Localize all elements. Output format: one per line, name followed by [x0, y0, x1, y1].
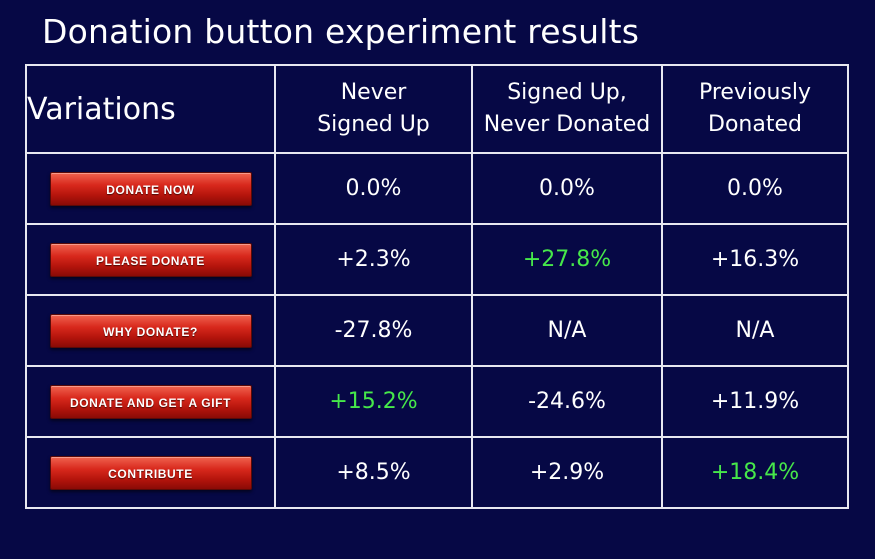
value-cell-highlighted: +15.2%	[274, 365, 473, 438]
value-cell: -24.6%	[471, 365, 663, 438]
variation-cell: PLEASE DONATE	[25, 223, 276, 296]
column-header-signed-up-never-donated: Signed Up, Never Donated	[471, 64, 663, 154]
column-header-line: Signed Up,	[507, 80, 627, 105]
donate-and-get-a-gift-button[interactable]: DONATE AND GET A GIFT	[49, 384, 252, 419]
please-donate-button[interactable]: PLEASE DONATE	[49, 242, 252, 277]
value-cell: +8.5%	[274, 436, 473, 509]
table-row-donate-now: DONATE NOW 0.0% 0.0% 0.0%	[25, 152, 849, 225]
column-header-line: Never Donated	[483, 112, 651, 137]
value-cell: 0.0%	[471, 152, 663, 225]
column-header-previously-donated: Previously Donated	[661, 64, 849, 154]
value-cell: 0.0%	[274, 152, 473, 225]
value-cell: -27.8%	[274, 294, 473, 367]
table-row-please-donate: PLEASE DONATE +2.3% +27.8% +16.3%	[25, 223, 849, 296]
value-cell-highlighted: +27.8%	[471, 223, 663, 296]
variation-cell: DONATE NOW	[25, 152, 276, 225]
value-cell-highlighted: +18.4%	[661, 436, 849, 509]
results-table: Variations Never Signed Up Signed Up, Ne…	[25, 64, 849, 509]
table-row-contribute: CONTRIBUTE +8.5% +2.9% +18.4%	[25, 436, 849, 509]
table-row-why-donate: WHY DONATE? -27.8% N/A N/A	[25, 294, 849, 367]
variation-cell: DONATE AND GET A GIFT	[25, 365, 276, 438]
variation-cell: CONTRIBUTE	[25, 436, 276, 509]
value-cell: +2.3%	[274, 223, 473, 296]
column-header-never-signed-up: Never Signed Up	[274, 64, 473, 154]
value-cell: +2.9%	[471, 436, 663, 509]
column-header-line: Signed Up	[317, 112, 430, 137]
column-header-line: Never	[340, 80, 407, 105]
header-row: Variations Never Signed Up Signed Up, Ne…	[25, 64, 849, 154]
value-cell: N/A	[661, 294, 849, 367]
column-header-line: Donated	[708, 112, 802, 137]
slide-title: Donation button experiment results	[42, 12, 640, 51]
table-row-donate-and-get-a-gift: DONATE AND GET A GIFT +15.2% -24.6% +11.…	[25, 365, 849, 438]
value-cell: +11.9%	[661, 365, 849, 438]
value-cell: +16.3%	[661, 223, 849, 296]
variation-cell: WHY DONATE?	[25, 294, 276, 367]
value-cell: 0.0%	[661, 152, 849, 225]
value-cell: N/A	[471, 294, 663, 367]
column-header-line: Previously	[698, 80, 812, 105]
why-donate-button[interactable]: WHY DONATE?	[49, 313, 252, 348]
donate-now-button[interactable]: DONATE NOW	[49, 171, 252, 206]
contribute-button[interactable]: CONTRIBUTE	[49, 455, 252, 490]
variations-header: Variations	[25, 64, 276, 154]
